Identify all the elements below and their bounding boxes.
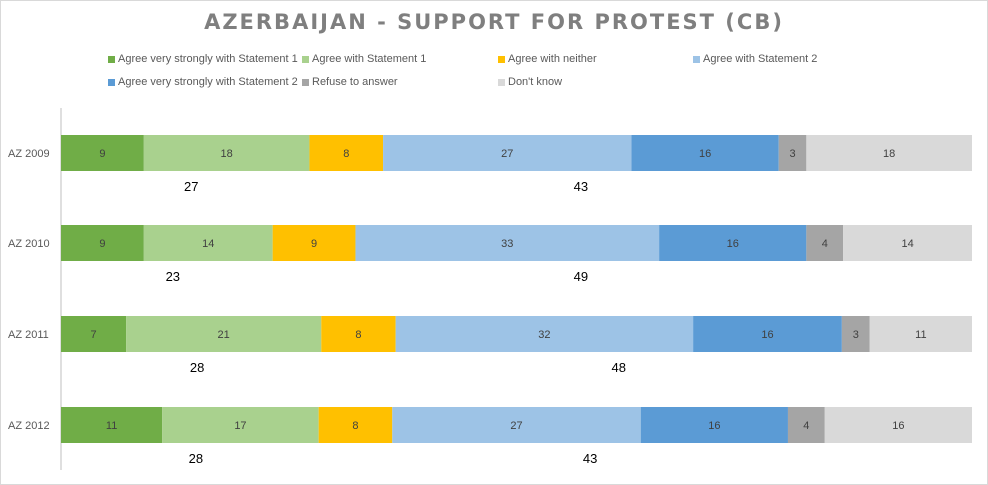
legend-swatch [498, 55, 505, 63]
legend-swatch [108, 78, 115, 86]
category-label: AZ 2010 [8, 238, 50, 250]
category-label: AZ 2011 [8, 329, 49, 341]
legend-swatch [302, 78, 309, 86]
legend-item: Agree with Statement 2 [693, 53, 817, 65]
data-label: 7 [90, 329, 96, 341]
bar-segment [395, 316, 694, 352]
bar-segment [869, 316, 972, 352]
data-label: 14 [901, 238, 913, 250]
legend-item: Agree with neither [498, 53, 597, 65]
bar-segment [355, 225, 660, 261]
bar-segment [61, 135, 144, 171]
data-label: 11 [106, 420, 117, 432]
legend-label: Refuse to answer [312, 76, 398, 88]
data-label: 4 [803, 420, 809, 432]
data-label: 8 [343, 148, 349, 160]
bar-segment [392, 407, 641, 443]
legend-item: Agree very strongly with Statement 1 [108, 53, 298, 65]
data-label: 16 [892, 420, 904, 432]
legend-swatch [498, 78, 505, 86]
data-label: 18 [883, 148, 895, 160]
bar-segment [778, 135, 807, 171]
statement-1-total: 27 [184, 179, 198, 194]
bar-segment [61, 225, 144, 261]
legend-swatch [693, 55, 700, 63]
data-label: 16 [761, 329, 773, 341]
bar-segment [806, 135, 972, 171]
legend-item: Agree with Statement 1 [302, 53, 426, 65]
legend-item: Don't know [498, 76, 562, 88]
bar-segment [61, 316, 127, 352]
legend-label: Don't know [508, 76, 563, 88]
legend-label: Agree with Statement 2 [703, 53, 818, 65]
data-label: 9 [99, 238, 105, 250]
statement-1-total: 28 [190, 360, 204, 375]
legend-label: Agree with Statement 1 [312, 53, 427, 65]
data-label: 16 [699, 148, 711, 160]
data-label: 21 [218, 329, 230, 341]
legend-label: Agree with neither [508, 53, 597, 65]
legend-label: Agree very strongly with Statement 2 [118, 76, 298, 88]
legend-swatch [108, 55, 115, 63]
bar-segment [824, 407, 972, 443]
statement-2-total: 43 [574, 179, 588, 194]
data-label: 11 [915, 329, 926, 341]
data-label: 27 [501, 148, 513, 160]
bar-segment [309, 135, 384, 171]
bar-segment [640, 407, 788, 443]
bar-segment [61, 407, 163, 443]
data-label: 17 [234, 420, 246, 432]
bar-segment [693, 316, 842, 352]
category-label: AZ 2009 [8, 148, 50, 160]
data-label: 9 [99, 148, 105, 160]
bar-segment [318, 407, 393, 443]
data-label: 3 [789, 148, 795, 160]
legend-label: Agree very strongly with Statement 1 [118, 53, 298, 65]
data-label: 3 [853, 329, 859, 341]
data-label: 14 [202, 238, 214, 250]
statement-2-total: 48 [612, 360, 626, 375]
statement-2-total: 43 [583, 451, 597, 466]
category-label: AZ 2012 [8, 420, 50, 432]
legend-item: Agree very strongly with Statement 2 [108, 76, 298, 88]
legend-item: Refuse to answer [302, 76, 398, 88]
bar-segment [787, 407, 825, 443]
data-label: 16 [708, 420, 720, 432]
bar-segment [659, 225, 807, 261]
statement-2-total: 49 [574, 269, 588, 284]
data-label: 32 [538, 329, 550, 341]
data-label: 9 [311, 238, 317, 250]
bar-segment [126, 316, 322, 352]
legend-swatch [302, 55, 309, 63]
statement-1-total: 23 [166, 269, 180, 284]
statement-1-total: 28 [189, 451, 203, 466]
bar-segment [321, 316, 396, 352]
data-label: 8 [355, 329, 361, 341]
data-label: 18 [221, 148, 233, 160]
chart-title: AZERBAIJAN - SUPPORT FOR PROTEST (CB) [204, 10, 784, 34]
bar-segment [383, 135, 632, 171]
data-label: 33 [501, 238, 513, 250]
data-label: 27 [510, 420, 522, 432]
bar-segment [162, 407, 319, 443]
bar-segment [841, 316, 870, 352]
data-label: 4 [822, 238, 828, 250]
bar-segment [631, 135, 779, 171]
data-label: 16 [727, 238, 739, 250]
data-label: 8 [352, 420, 358, 432]
bar-segment [143, 135, 310, 171]
bar-segment [843, 225, 972, 261]
bar-segment [143, 225, 273, 261]
bar-segment [272, 225, 356, 261]
bar-segment [806, 225, 844, 261]
